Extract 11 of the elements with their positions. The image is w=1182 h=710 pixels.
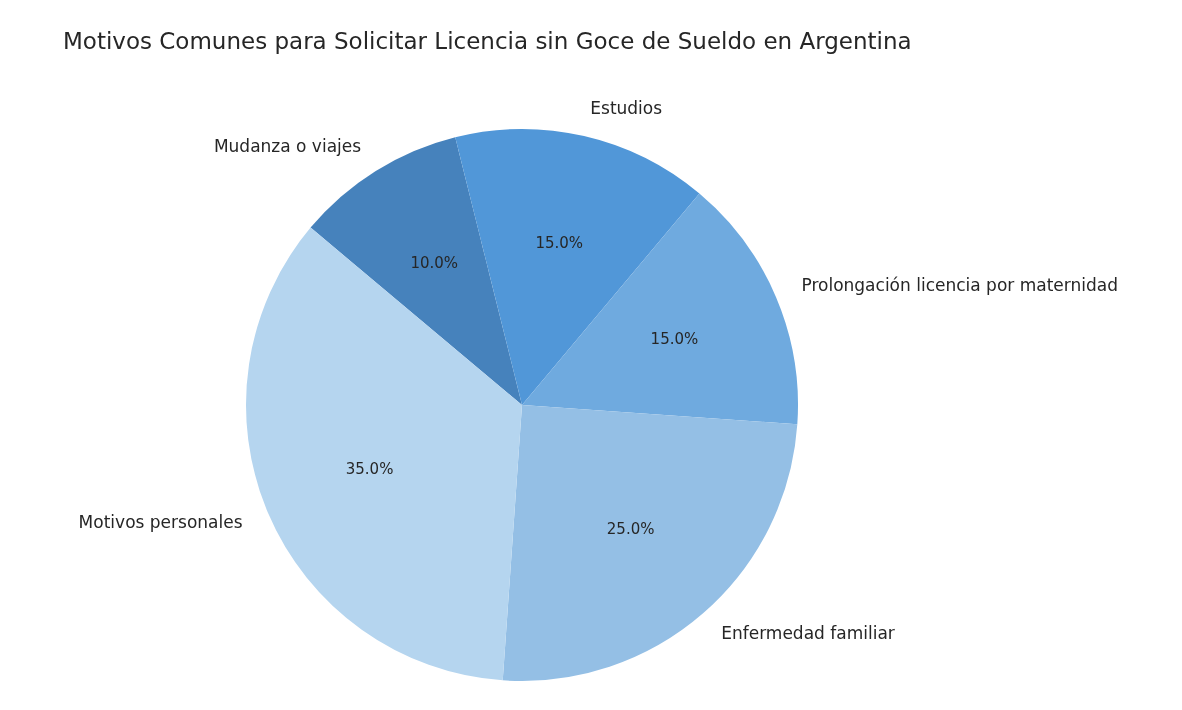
slice-label: Mudanza o viajes <box>213 135 362 156</box>
chart-title: Motivos Comunes para Solicitar Licencia sin Goce de Sueldo en Argentina <box>63 28 912 54</box>
slice-label: Enfermedad familiar <box>721 622 895 643</box>
slice-label: Motivos personales <box>78 512 243 533</box>
slice-label: Prolongación licencia por maternidad <box>801 274 1118 295</box>
data-label: 35.0% <box>345 459 394 478</box>
data-label: 10.0% <box>410 254 459 273</box>
data-label: 25.0% <box>606 519 655 538</box>
slice-label: Estudios <box>590 97 663 118</box>
data-label: 15.0% <box>650 330 699 349</box>
data-label: 15.0% <box>535 233 584 252</box>
